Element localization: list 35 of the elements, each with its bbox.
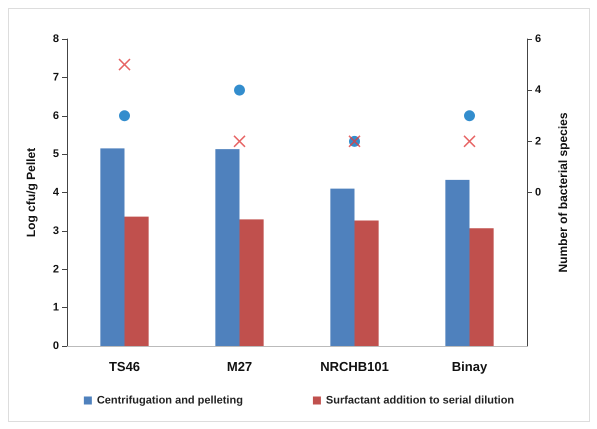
y-tick-label: 4 <box>52 186 60 198</box>
y-tick-label: 1 <box>52 302 59 314</box>
bar <box>354 220 379 346</box>
y-axis-title: Log cfu/g Pellet <box>24 148 38 238</box>
point <box>464 110 475 122</box>
y2-axis-title: Number of bacterial species <box>556 112 570 273</box>
y-tick-label: 2 <box>52 263 59 276</box>
y-tick-label: 7 <box>52 71 59 84</box>
y-tick-label: 3 <box>52 224 59 237</box>
bar <box>100 148 124 346</box>
bar <box>124 216 149 346</box>
y-tick-label: 8 <box>52 33 59 45</box>
x-tick-label: NRCHB101 <box>320 359 389 374</box>
legend-label: Surfactant addition to serial dilution <box>326 394 514 406</box>
y-tick-label: 5 <box>52 148 59 160</box>
x-tick-label: Binay <box>452 359 488 374</box>
y2-tick-label: 4 <box>535 84 542 96</box>
y2-tick-label: 2 <box>535 135 542 148</box>
bar <box>215 149 240 346</box>
bar <box>445 180 470 346</box>
point <box>234 84 245 96</box>
y2-tick-label: 6 <box>535 33 542 45</box>
point <box>463 135 476 148</box>
bar <box>470 228 494 346</box>
y-tick-label: 0 <box>52 340 59 352</box>
x-tick-label: M27 <box>226 359 252 374</box>
point <box>119 110 130 122</box>
x-tick-label: TS46 <box>108 359 140 374</box>
legend-label: Centrifugation and pelleting <box>96 394 243 406</box>
bar <box>240 219 264 346</box>
bar <box>330 188 354 346</box>
point <box>118 58 131 71</box>
y-tick-label: 6 <box>52 110 59 122</box>
y2-tick-label: 0 <box>535 186 542 198</box>
point <box>233 135 246 148</box>
